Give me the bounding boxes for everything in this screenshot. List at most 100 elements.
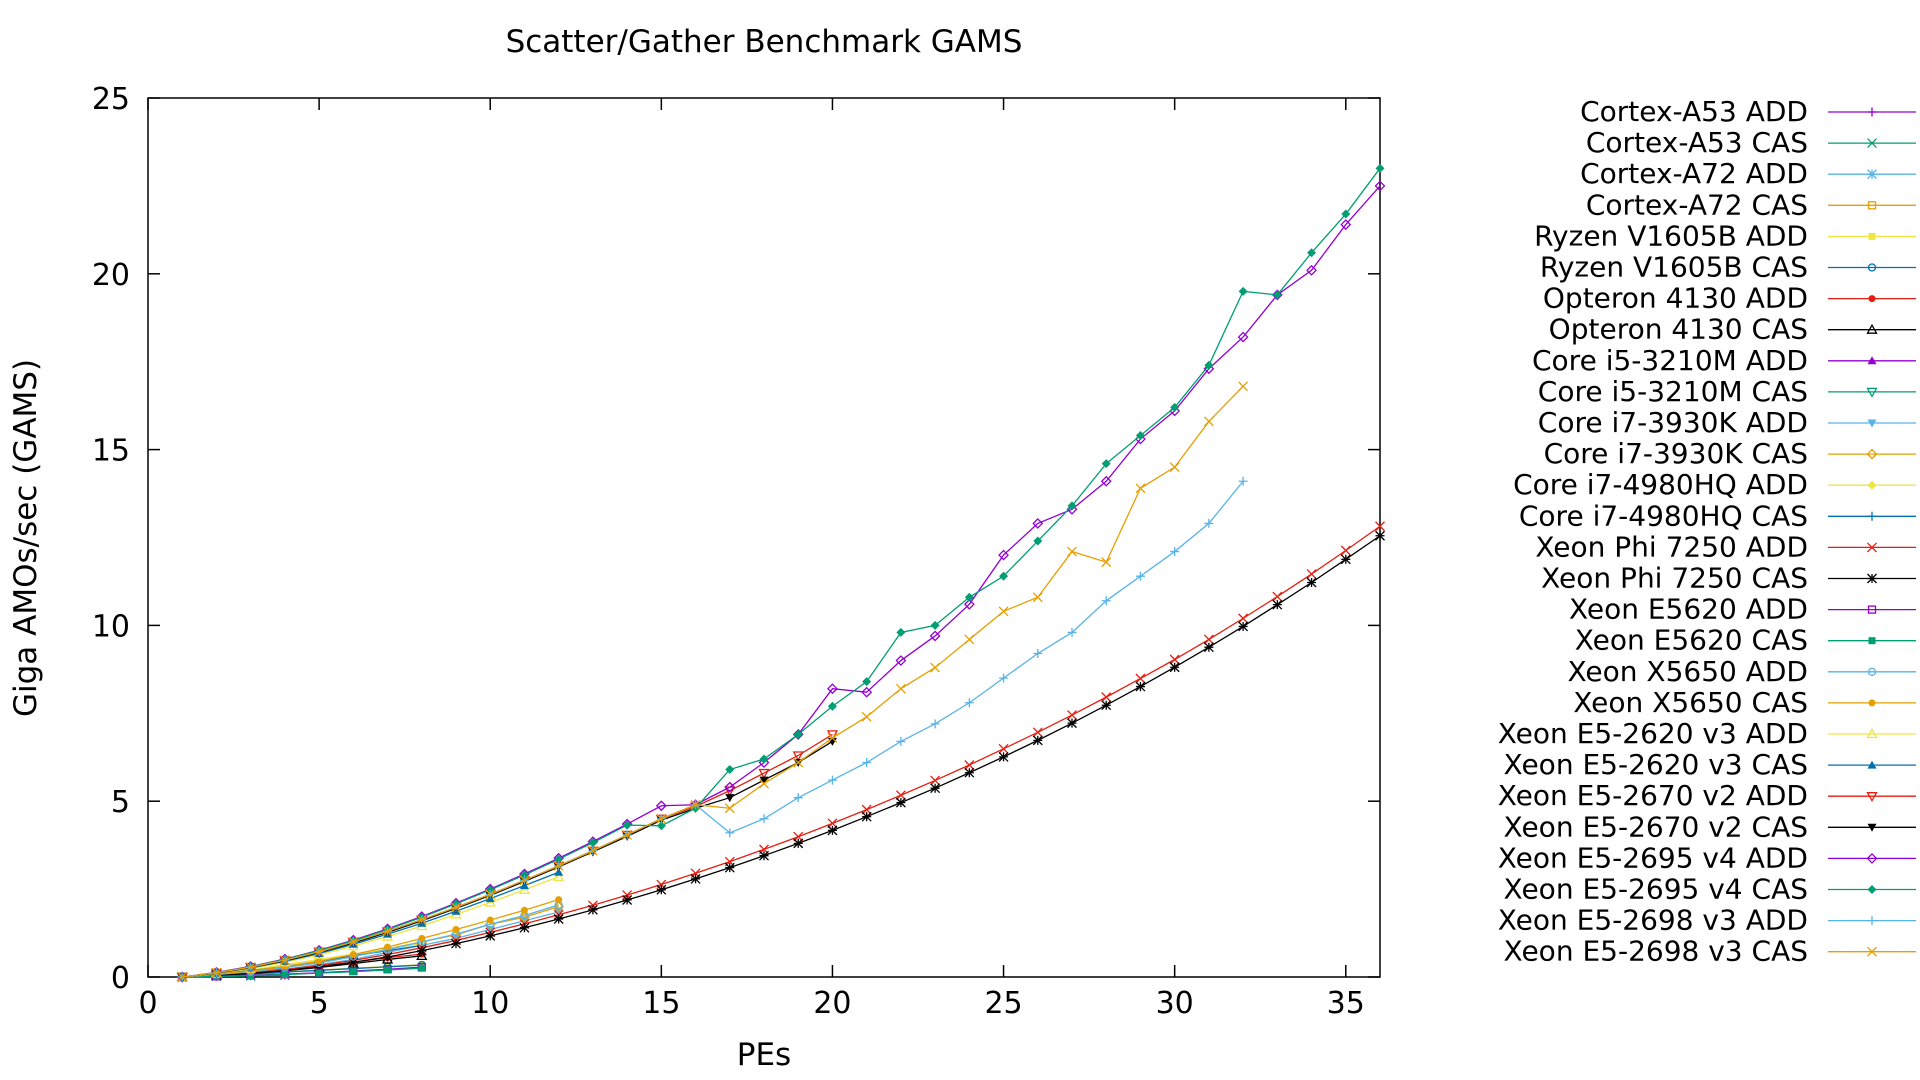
data-point	[281, 971, 289, 979]
data-point	[1135, 571, 1145, 581]
data-point	[656, 884, 667, 895]
data-point	[724, 803, 735, 814]
data-point	[1067, 501, 1077, 511]
data-point	[587, 904, 598, 915]
series-xeon-e5-2695-v4-add	[176, 180, 1386, 983]
data-point	[384, 966, 392, 974]
data-point	[1375, 521, 1385, 532]
data-point	[792, 751, 804, 762]
data-point	[315, 969, 323, 977]
x-axis-label: PEs	[737, 1037, 791, 1073]
data-point	[827, 775, 837, 785]
data-point	[793, 838, 804, 849]
data-point	[1340, 545, 1351, 556]
series-xeon-phi-7250-cas	[177, 530, 1385, 982]
data-point	[999, 673, 1009, 683]
legend-marker	[1868, 637, 1876, 645]
legend-marker	[1866, 448, 1878, 460]
data-point	[211, 967, 222, 978]
y-tick-label: 25	[92, 82, 130, 117]
data-point	[1101, 557, 1112, 568]
series-xeon-e5-2695-v4-cas	[177, 163, 1385, 982]
legend-item-xeon-e5-2698-v3-add: Xeon E5-2698 v3 ADD	[1498, 904, 1916, 937]
data-point	[1238, 286, 1248, 296]
data-point	[895, 683, 906, 694]
data-point	[1203, 642, 1214, 653]
data-point	[486, 916, 494, 924]
data-point	[929, 630, 941, 642]
data-point	[1101, 692, 1112, 703]
legend-item-xeon-x5650-cas: Xeon X5650 CAS	[1573, 686, 1916, 719]
y-tick-label: 15	[92, 434, 130, 469]
data-point	[485, 889, 496, 900]
legend-marker	[1867, 667, 1877, 676]
data-point	[1306, 264, 1317, 276]
data-point	[725, 828, 735, 838]
data-point	[1169, 654, 1180, 665]
series-line-xeon-x5650-cas	[182, 899, 559, 978]
data-point	[452, 926, 460, 934]
legend-item-xeon-phi-7250-add: Xeon Phi 7250 ADD	[1535, 530, 1916, 563]
data-point	[896, 627, 906, 637]
data-point	[382, 951, 393, 962]
legend-marker	[1866, 323, 1878, 334]
y-tick-label: 20	[92, 258, 130, 293]
data-point	[451, 938, 461, 949]
data-point	[725, 794, 735, 803]
data-point	[1272, 591, 1283, 602]
data-point	[485, 926, 495, 935]
legend-marker	[1868, 232, 1876, 240]
data-point	[1204, 360, 1214, 370]
legend-label: Xeon E5-2695 v4 CAS	[1504, 873, 1808, 906]
legend-marker	[1867, 356, 1877, 365]
x-tick-label: 35	[1327, 986, 1365, 1021]
legend-label: Core i5-3210M ADD	[1532, 344, 1808, 377]
legend-label: Ryzen V1605B CAS	[1540, 251, 1808, 284]
data-point	[724, 781, 736, 793]
x-tick-label: 0	[138, 986, 157, 1021]
data-point	[416, 945, 427, 956]
data-point	[1032, 735, 1043, 746]
series-xeon-e5-2670-v2-add	[176, 730, 839, 983]
legend-marker	[1867, 138, 1877, 149]
data-point	[827, 825, 838, 836]
legend-label: Core i7-4980HQ ADD	[1513, 468, 1808, 501]
legend-marker	[1867, 480, 1877, 490]
data-point	[861, 711, 872, 722]
data-point	[1238, 476, 1248, 486]
data-point	[382, 926, 393, 937]
data-point	[519, 922, 530, 933]
legend-marker	[1867, 542, 1877, 553]
data-point	[1135, 483, 1146, 494]
series-line-xeon-phi-7250-cas	[182, 535, 1381, 978]
data-point	[1032, 518, 1044, 529]
x-tick-label: 25	[984, 986, 1022, 1021]
data-point	[1237, 331, 1249, 343]
legend-label: Xeon E5-2620 v3 ADD	[1498, 717, 1808, 750]
legend-marker	[1867, 760, 1877, 769]
data-point	[862, 677, 872, 687]
data-point	[1032, 727, 1043, 738]
data-point	[1203, 363, 1215, 375]
series-line-xeon-e5-2695-v4-add	[182, 185, 1381, 978]
data-point	[279, 955, 290, 966]
legend-label: Cortex-A53 ADD	[1580, 95, 1808, 128]
data-point	[827, 701, 837, 711]
legend-marker	[1868, 295, 1876, 303]
data-point	[758, 757, 770, 768]
legend-label: Opteron 4130 CAS	[1549, 313, 1808, 346]
legend-marker	[1867, 573, 1877, 584]
legend-item-core-i7-4980hq-cas: Core i7-4980HQ CAS	[1519, 499, 1916, 532]
legend-label: Xeon E5620 ADD	[1569, 593, 1808, 626]
data-point	[553, 860, 564, 871]
data-point	[349, 968, 357, 976]
legend-item-opteron-4130-cas: Opteron 4130 CAS	[1549, 313, 1916, 346]
data-point	[587, 845, 598, 856]
data-point	[554, 867, 564, 876]
legend-item-xeon-e5-2695-v4-cas: Xeon E5-2695 v4 CAS	[1504, 873, 1916, 906]
legend-item-xeon-e5-2670-v2-add: Xeon E5-2670 v2 ADD	[1498, 779, 1916, 812]
data-point	[1307, 248, 1317, 258]
y-tick-label: 10	[92, 609, 130, 644]
legend-marker	[1867, 201, 1877, 210]
legend-marker	[1867, 419, 1877, 428]
